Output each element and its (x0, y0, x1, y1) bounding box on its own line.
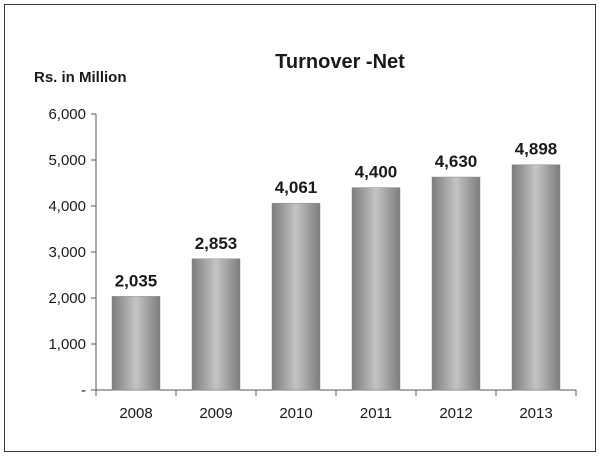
x-tick-label: 2011 (360, 405, 392, 422)
x-tick-label: 2008 (119, 405, 152, 422)
bar-2008 (111, 296, 161, 391)
x-axis: 2008 2009 2010 2011 2012 2013 (95, 389, 577, 422)
y-tick-label: - (81, 382, 86, 399)
bar-2009 (191, 258, 241, 391)
chart-title: Turnover -Net (275, 51, 405, 73)
bar-2010 (271, 202, 321, 391)
x-tick-label: 2012 (439, 405, 472, 422)
data-labels: 2,035 2,853 4,061 4,400 4,630 4,898 (115, 140, 558, 291)
y-tick-label: 1,000 (48, 336, 86, 353)
bar-2012 (431, 176, 481, 391)
x-tick-label: 2010 (279, 405, 312, 422)
y-tick-label: 6,000 (48, 106, 86, 123)
data-label-2010: 4,061 (275, 178, 318, 197)
data-label-2011: 4,400 (355, 163, 398, 182)
x-tick-label: 2013 (519, 405, 552, 422)
data-label-2012: 4,630 (435, 152, 478, 171)
y-axis: - 1,000 2,000 3,000 4,000 5,000 6,000 (48, 106, 97, 399)
x-tick-label: 2009 (199, 405, 232, 422)
y-tick-label: 4,000 (48, 198, 86, 215)
y-tick-label: 2,000 (48, 290, 86, 307)
bar-2011 (351, 187, 401, 391)
data-label-2008: 2,035 (115, 271, 158, 290)
bar-2013 (511, 164, 561, 391)
y-tick-label: 3,000 (48, 244, 86, 261)
bars (111, 164, 561, 391)
y-tick-label: 5,000 (48, 152, 86, 169)
y-axis-label: Rs. in Million (34, 69, 127, 86)
data-label-2009: 2,853 (195, 234, 238, 253)
data-label-2013: 4,898 (515, 140, 558, 159)
